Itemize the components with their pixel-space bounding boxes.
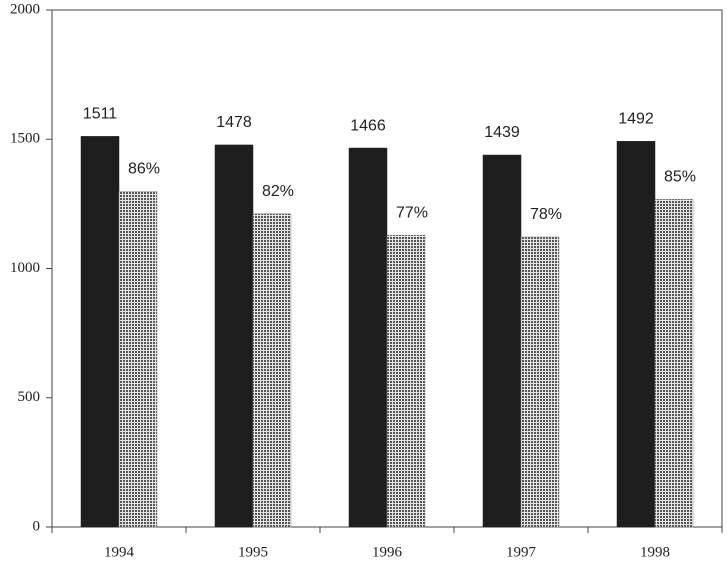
value-label: 82% xyxy=(262,183,294,200)
y-tick-label: 1500 xyxy=(10,131,40,147)
bar xyxy=(118,190,158,528)
value-label: 78% xyxy=(530,206,562,223)
x-tick-label: 1996 xyxy=(372,544,403,560)
value-label: 85% xyxy=(664,168,696,185)
bar xyxy=(348,147,388,528)
value-label: 1466 xyxy=(350,117,386,134)
x-tick-label: 1995 xyxy=(238,544,268,560)
value-label: 77% xyxy=(396,204,428,221)
bar xyxy=(520,236,560,528)
x-tick-label: 1994 xyxy=(104,544,135,560)
bar xyxy=(654,198,694,528)
y-tick-label: 2000 xyxy=(10,1,40,17)
x-tick-label: 1997 xyxy=(506,544,537,560)
value-label: 1492 xyxy=(618,111,654,128)
y-tick-label: 0 xyxy=(33,518,41,534)
value-label: 1439 xyxy=(484,124,520,141)
bar xyxy=(482,154,522,528)
bar xyxy=(616,141,656,528)
x-tick-label: 1998 xyxy=(640,544,670,560)
bar xyxy=(252,213,292,528)
value-label: 1511 xyxy=(83,106,118,123)
bar xyxy=(386,234,426,528)
value-label: 1478 xyxy=(216,114,252,131)
value-label: 86% xyxy=(128,160,160,177)
y-tick-label: 500 xyxy=(18,389,41,405)
y-tick-label: 1000 xyxy=(10,260,40,276)
bar xyxy=(214,144,254,528)
bar xyxy=(80,136,120,528)
